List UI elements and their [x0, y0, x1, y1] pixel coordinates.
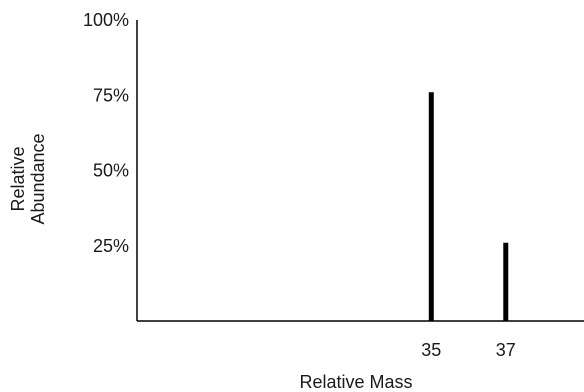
bar-mass-37: [503, 242, 509, 321]
y-tick-label: 75%: [93, 85, 129, 105]
y-axis-label-line-1: Relative: [8, 146, 28, 211]
x-tick-labels: 35 37: [421, 340, 516, 360]
y-tick-label: 100%: [83, 10, 129, 30]
y-tick-label: 25%: [93, 236, 129, 256]
x-tick-label: 35: [421, 340, 441, 360]
bars: [428, 92, 509, 322]
x-axis-label: Relative Mass: [299, 372, 412, 392]
x-tick-label: 37: [496, 340, 516, 360]
y-tick-label: 50%: [93, 161, 129, 181]
bar-mass-35: [428, 92, 434, 322]
y-axis-label-line-2: Abundance: [28, 133, 48, 224]
axes: [136, 20, 584, 322]
y-tick-labels: 25% 50% 75% 100%: [83, 10, 129, 256]
